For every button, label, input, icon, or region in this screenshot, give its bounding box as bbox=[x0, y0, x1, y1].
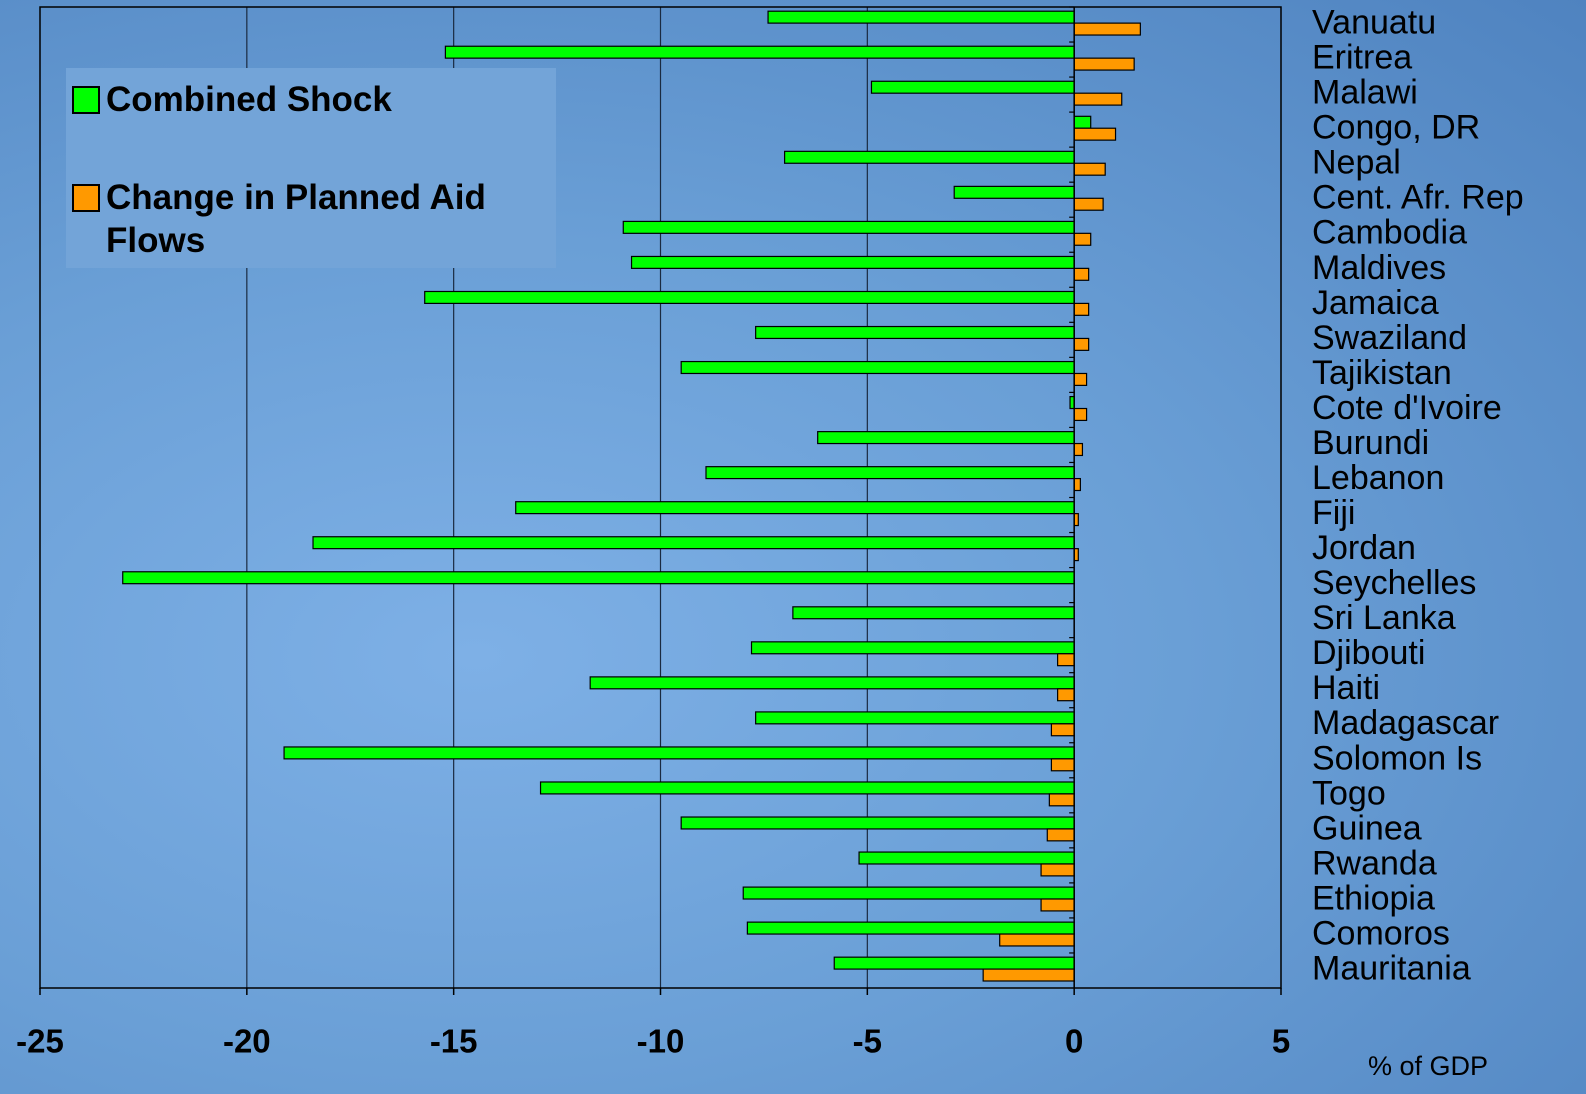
y-tick-label: Cent. Afr. Rep bbox=[1312, 179, 1524, 217]
bar bbox=[767, 10, 1075, 24]
y-tick-label: Burundi bbox=[1312, 424, 1429, 462]
y-tick-label: Tajikistan bbox=[1312, 354, 1452, 392]
y-tick-label: Jamaica bbox=[1312, 284, 1439, 322]
x-tick-label: 0 bbox=[1065, 1023, 1083, 1060]
bar bbox=[1073, 407, 1088, 422]
bar bbox=[589, 676, 1075, 690]
bar bbox=[1050, 758, 1075, 772]
bar bbox=[1073, 337, 1090, 351]
bar bbox=[953, 185, 1075, 199]
bar bbox=[1050, 723, 1075, 737]
bar bbox=[1057, 688, 1075, 702]
bar bbox=[1073, 92, 1123, 106]
bar bbox=[1040, 863, 1075, 877]
bar bbox=[1073, 232, 1092, 246]
bar bbox=[622, 220, 1075, 234]
bar bbox=[1073, 127, 1117, 141]
bar bbox=[858, 851, 1075, 865]
y-tick-label: Fiji bbox=[1312, 494, 1355, 532]
legend-item: Change in Planned Aid Flows bbox=[72, 176, 552, 262]
bar bbox=[1073, 267, 1090, 281]
bar bbox=[1073, 302, 1090, 316]
bar bbox=[312, 536, 1075, 550]
bar bbox=[1046, 828, 1075, 842]
bar bbox=[1073, 477, 1081, 492]
bar bbox=[1057, 653, 1075, 667]
y-tick-label: Vanuatu bbox=[1312, 4, 1436, 42]
y-tick-label: Rwanda bbox=[1312, 844, 1437, 882]
y-tick-label: Cote d'Ivoire bbox=[1312, 389, 1502, 427]
bar bbox=[1073, 22, 1141, 36]
y-tick-label: Swaziland bbox=[1312, 319, 1467, 357]
y-tick-label: Comoros bbox=[1312, 914, 1450, 952]
y-tick-label: Seychelles bbox=[1312, 564, 1476, 602]
legend-swatch bbox=[72, 184, 100, 212]
legend: Combined Shock Change in Planned Aid Flow… bbox=[66, 68, 556, 268]
y-tick-label: Cambodia bbox=[1312, 214, 1467, 252]
bar bbox=[999, 933, 1075, 947]
y-tick-label: Guinea bbox=[1312, 809, 1422, 847]
y-tick-label: Congo, DR bbox=[1312, 109, 1480, 147]
bar bbox=[783, 150, 1075, 164]
y-tick-label: Madagascar bbox=[1312, 704, 1499, 742]
bar bbox=[817, 431, 1075, 445]
y-tick-label: Togo bbox=[1312, 774, 1386, 812]
y-tick-label: Malawi bbox=[1312, 74, 1418, 112]
x-axis-label: % of GDP bbox=[1368, 1051, 1488, 1081]
x-tick-label: -25 bbox=[16, 1023, 64, 1060]
bar bbox=[705, 466, 1075, 480]
bar bbox=[680, 360, 1075, 375]
y-tick-label: Lebanon bbox=[1312, 459, 1444, 497]
bar bbox=[680, 816, 1075, 830]
bar bbox=[750, 641, 1075, 655]
x-tick-label: -10 bbox=[637, 1023, 685, 1060]
y-tick-label: Solomon Is bbox=[1312, 739, 1482, 777]
bar bbox=[1040, 898, 1075, 912]
bar bbox=[1073, 372, 1088, 386]
bar bbox=[1073, 197, 1104, 211]
y-tick-label: Jordan bbox=[1312, 529, 1416, 567]
bar bbox=[122, 571, 1075, 585]
bar bbox=[870, 80, 1075, 94]
bar bbox=[833, 956, 1075, 970]
bar bbox=[283, 746, 1075, 760]
bar bbox=[539, 781, 1075, 795]
bar bbox=[755, 711, 1075, 725]
bar bbox=[515, 501, 1075, 515]
bar bbox=[982, 968, 1075, 982]
bar bbox=[792, 606, 1075, 620]
x-tick-label: -20 bbox=[223, 1023, 271, 1060]
bar bbox=[755, 325, 1075, 340]
bar bbox=[1073, 57, 1135, 71]
bar bbox=[630, 255, 1075, 269]
bar bbox=[444, 45, 1075, 59]
y-tick-label: Mauritania bbox=[1312, 949, 1471, 987]
y-tick-label: Ethiopia bbox=[1312, 879, 1435, 917]
legend-label: Change in Planned Aid Flows bbox=[106, 178, 486, 260]
bar bbox=[742, 886, 1075, 900]
bar bbox=[1073, 442, 1084, 457]
bar bbox=[1048, 793, 1075, 807]
x-tick-label: 5 bbox=[1272, 1023, 1290, 1060]
bar bbox=[424, 290, 1075, 305]
y-tick-label: Djibouti bbox=[1312, 634, 1425, 672]
bar bbox=[746, 921, 1075, 935]
y-tick-label: Nepal bbox=[1312, 144, 1401, 182]
y-tick-label: Haiti bbox=[1312, 669, 1380, 707]
bar bbox=[1073, 162, 1106, 176]
legend-item: Combined Shock bbox=[72, 78, 552, 121]
y-tick-label: Maldives bbox=[1312, 249, 1446, 287]
x-tick-label: -15 bbox=[430, 1023, 478, 1060]
plot-frame bbox=[39, 6, 1282, 989]
y-tick-label: Sri Lanka bbox=[1312, 599, 1456, 637]
y-tick-label: Eritrea bbox=[1312, 39, 1412, 77]
x-tick-label: -5 bbox=[853, 1023, 882, 1060]
bar bbox=[1073, 115, 1092, 129]
legend-label: Combined Shock bbox=[106, 80, 392, 119]
legend-swatch bbox=[72, 86, 100, 114]
